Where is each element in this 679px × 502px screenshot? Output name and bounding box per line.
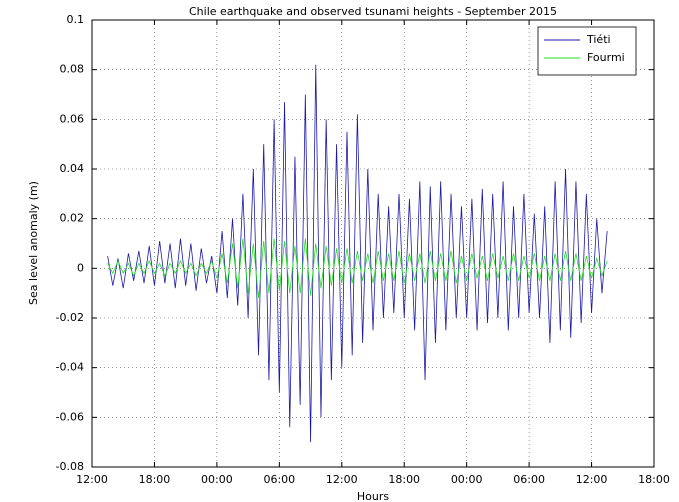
x-tick-label: 18:00 [139,473,171,486]
y-axis-label: Sea level anomaly (m) [27,181,40,305]
y-tick-label: -0.06 [56,410,84,423]
y-tick-label: 0 [77,261,84,274]
series-line [107,238,608,299]
plot-area [92,20,654,467]
x-tick-label: 06:00 [513,473,545,486]
x-tick-label: 12:00 [576,473,608,486]
x-tick-label: 12:00 [326,473,358,486]
legend-label: Tiéti [586,33,611,46]
x-tick-label: 18:00 [388,473,420,486]
y-tick-label: -0.04 [56,361,84,374]
chart-title: Chile earthquake and observed tsunami he… [189,5,557,18]
y-tick-label: 0.1 [67,13,85,26]
y-tick-label: 0.08 [60,63,85,76]
x-tick-label: 18:00 [638,473,670,486]
y-tick-label: 0.06 [60,112,85,125]
y-tick-label: 0.04 [60,162,85,175]
x-tick-label: 06:00 [263,473,295,486]
legend-label: Fourmi [587,51,625,64]
y-tick-label: 0.02 [60,212,85,225]
legend-box [537,26,637,76]
plot-frame [91,19,655,468]
x-axis-label: Hours [357,490,389,502]
y-tick-label: -0.02 [56,311,84,324]
series-line [107,64,608,443]
x-tick-label: 00:00 [201,473,233,486]
x-tick-label: 12:00 [76,473,108,486]
x-tick-label: 00:00 [451,473,483,486]
y-tick-label: -0.08 [56,460,84,473]
